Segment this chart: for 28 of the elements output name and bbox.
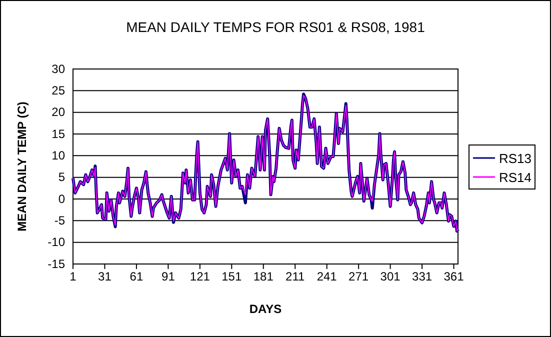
- x-tick-label: 361: [444, 270, 464, 284]
- x-tick-label: 181: [253, 270, 274, 284]
- legend-label: RS14: [499, 170, 532, 185]
- x-tick-label: 31: [98, 270, 112, 284]
- x-tick-label: 151: [222, 270, 242, 284]
- y-tick-label: 10: [52, 148, 66, 163]
- x-tick-label: 271: [348, 270, 369, 284]
- y-tick-label: -15: [48, 256, 66, 271]
- y-tick-label: 5: [58, 170, 66, 184]
- x-axis-title: DAYS: [249, 302, 282, 316]
- y-tick-label: 30: [52, 62, 66, 76]
- x-tick-label: 1: [70, 270, 77, 284]
- x-tick-label: 211: [286, 270, 305, 284]
- x-tick-label: 121: [190, 270, 210, 284]
- chart-title: MEAN DAILY TEMPS FOR RS01 & RS08, 1981: [126, 19, 426, 35]
- x-tick-label: 91: [162, 270, 176, 284]
- y-tick-label: 15: [52, 126, 66, 141]
- y-tick-label: 20: [52, 105, 66, 120]
- x-tick-label: 301: [380, 270, 401, 284]
- y-tick-label: -5: [54, 214, 66, 228]
- x-tick-label: 241: [316, 270, 338, 284]
- y-tick-label: 25: [52, 84, 66, 98]
- legend-label: RS13: [499, 151, 532, 166]
- x-tick-label: 331: [412, 270, 432, 284]
- y-tick-label: 0: [58, 192, 66, 206]
- y-tick-label: -10: [48, 235, 66, 250]
- y-axis-title: MEAN DAILY TEMP (C): [15, 102, 29, 232]
- x-tick-label: 61: [130, 270, 144, 284]
